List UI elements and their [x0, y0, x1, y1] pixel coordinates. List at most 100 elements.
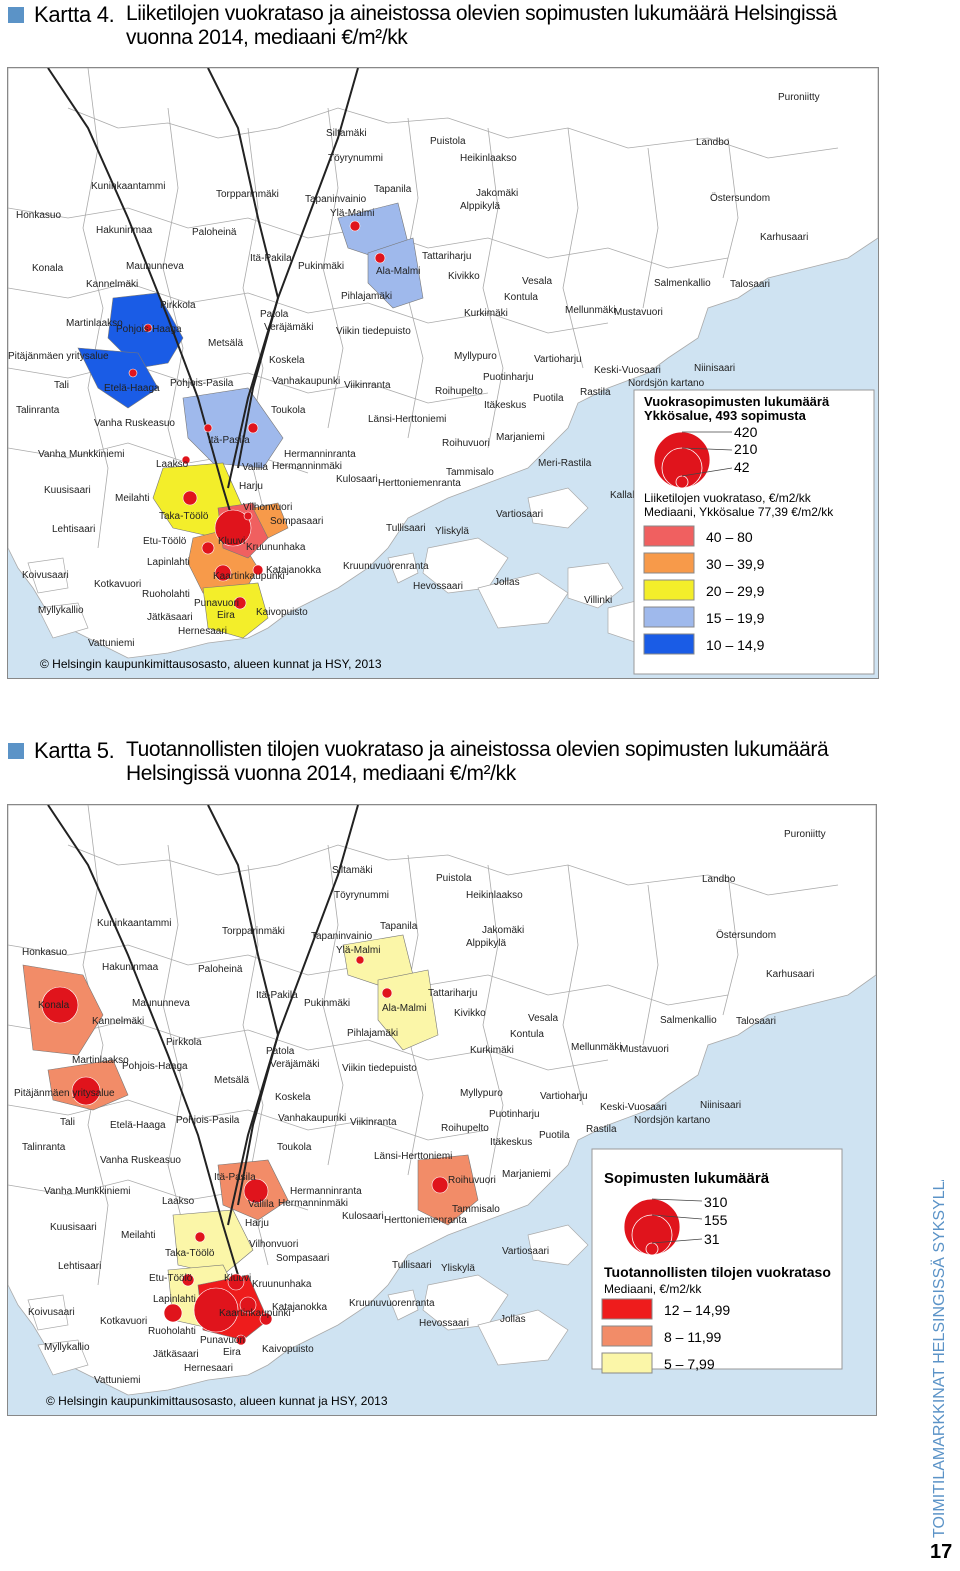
- place-label: Tapaninvainio: [305, 194, 367, 205]
- legend-color-title: Liiketilojen vuokrataso, €/m2/kk: [644, 491, 812, 505]
- legend-class-label: 40 – 80: [706, 529, 753, 545]
- place-label: Pukinmäki: [304, 998, 350, 1009]
- place-label: Tullisaari: [386, 523, 426, 534]
- place-label: Niinisaari: [700, 1100, 741, 1111]
- place-label: Veräjämäki: [264, 322, 313, 333]
- place-label: Viikinranta: [344, 380, 391, 391]
- place-label: Tali: [54, 380, 69, 391]
- place-label: Punavuori: [200, 1335, 245, 1346]
- place-label: Östersundom: [710, 192, 770, 204]
- legend-class-swatch: [601, 1352, 653, 1374]
- place-label: Jätkäsaari: [153, 1349, 199, 1360]
- place-label: Ruoholahti: [142, 589, 190, 600]
- place-label: Pukinmäki: [298, 261, 344, 272]
- place-label: Sompasaari: [276, 1253, 329, 1264]
- place-label: Roihupelto: [435, 386, 483, 397]
- place-label: Pirkkola: [166, 1037, 202, 1048]
- map5-points: [41, 955, 449, 1346]
- place-label: Villinki: [584, 595, 612, 606]
- place-label: Lapinlahti: [153, 1294, 196, 1305]
- place-label: Hermanninmäki: [278, 1198, 348, 1209]
- place-label: Kruununhaka: [246, 542, 306, 553]
- place-label: Talosaari: [730, 279, 770, 290]
- legend-class-label: 5 – 7,99: [664, 1356, 715, 1372]
- legend-size-title: Sopimusten lukumäärä: [604, 1170, 770, 1187]
- legend-size-value-2: 155: [704, 1212, 728, 1228]
- place-label: Kluuvi: [218, 536, 245, 547]
- place-label: Vartioharju: [534, 354, 582, 365]
- legend-size-title: Vuokrasopimusten lukumäärä: [644, 394, 830, 409]
- place-label: Kotkavuori: [100, 1316, 147, 1327]
- place-label: Etelä-Haaga: [104, 383, 160, 394]
- place-label: Viikin tiedepuisto: [342, 1063, 417, 1074]
- place-label: Keski-Vuosaari: [594, 365, 661, 376]
- place-label: Kuninkaantammi: [91, 181, 165, 192]
- place-label: Meri-Rastila: [538, 458, 592, 469]
- place-label: Martinlaakso: [66, 318, 123, 329]
- place-label: Hermanninmäki: [272, 461, 342, 472]
- legend-size-value-3: 42: [734, 459, 750, 475]
- place-label: Pohjois-Pasila: [170, 378, 234, 389]
- place-label: Kontula: [504, 292, 538, 303]
- place-label: Kurkimäki: [464, 308, 508, 319]
- place-label: Jakomäki: [476, 188, 518, 199]
- place-label: Kotkavuori: [94, 579, 141, 590]
- legend-color-classes: 40 – 80 30 – 39,9 20 – 29,9 15 – 19,9 10 – 1…: [643, 525, 765, 655]
- place-label: Marjaniemi: [496, 432, 545, 443]
- place-label: Kaartinkaupunki: [219, 1308, 291, 1319]
- place-label: Lapinlahti: [147, 557, 190, 568]
- place-label: Töyrynummi: [334, 890, 389, 901]
- place-label: Itä-Pakila: [256, 990, 298, 1001]
- legend-class-label: 20 – 29,9: [706, 583, 765, 599]
- place-label: Puotila: [539, 1130, 570, 1141]
- place-label: Toukola: [277, 1142, 312, 1153]
- area-punavuori: [202, 582, 269, 639]
- legend-class-label: 10 – 14,9: [706, 637, 765, 653]
- place-label: Vilhonvuori: [243, 502, 292, 513]
- place-label: Taka-Töölö: [165, 1248, 215, 1259]
- place-label: Puotila: [533, 393, 564, 404]
- place-label: Lehtisaari: [52, 524, 95, 535]
- place-label: Ylä-Malmi: [330, 208, 374, 219]
- place-label: Vilhonvuori: [249, 1239, 298, 1250]
- place-label: Kurkimäki: [470, 1045, 514, 1056]
- place-label: Tammisalo: [452, 1204, 500, 1215]
- place-label: Laakso: [156, 459, 189, 470]
- place-label: Koskela: [275, 1092, 311, 1103]
- place-label: Ala-Malmi: [376, 266, 420, 277]
- place-label: Talinranta: [16, 405, 60, 416]
- legend-class-label: 12 – 14,99: [664, 1302, 730, 1318]
- legend-size-circles: [623, 1198, 681, 1256]
- page-number: 17: [930, 1541, 953, 1563]
- place-label: Hakuninmaa: [102, 962, 159, 973]
- place-label: Kannelmäki: [92, 1016, 144, 1027]
- place-label: Vartioharju: [540, 1091, 588, 1102]
- side-running-title-text: TOIMITILAMARKKINAT HELSINGISSÄ SYKSYLLÄ …: [930, 1180, 948, 1538]
- place-label: Jakomäki: [482, 925, 524, 936]
- map5-title: Tuotannollisten tilojen vuokrataso ja ai…: [126, 738, 846, 786]
- place-label: Kuusisaari: [50, 1222, 97, 1233]
- place-label: Toukola: [271, 405, 306, 416]
- place-label: Etu-Töölö: [143, 536, 187, 547]
- place-label: Puroniitty: [778, 92, 820, 103]
- place-label: Pitäjänmäen yritysalue: [14, 1088, 115, 1099]
- place-label: Vartiosaari: [496, 509, 543, 520]
- place-label: Länsi-Herttoniemi: [368, 414, 446, 425]
- place-label: Rastila: [580, 387, 611, 398]
- area-sompasaari: [252, 502, 289, 539]
- place-label: Kruunuvuorenranta: [343, 561, 429, 572]
- place-label: Landbo: [696, 137, 730, 148]
- place-label: Paloheinä: [198, 964, 243, 975]
- legend-color-subtitle: Mediaani, €/m2/kk: [604, 1282, 702, 1296]
- place-label: Vesala: [528, 1013, 558, 1024]
- place-label: Vanha Ruskeasuo: [94, 418, 175, 429]
- place-label: Patola: [266, 1046, 295, 1057]
- place-label: Kontula: [510, 1029, 544, 1040]
- place-label: Hernesaari: [178, 626, 227, 637]
- legend-color-classes: 12 – 14,99 8 – 11,99 5 – 7,99: [601, 1298, 730, 1374]
- place-label: Länsi-Herttoniemi: [374, 1151, 452, 1162]
- legend-class-swatch: [643, 579, 695, 601]
- area-alamalmi: [377, 969, 439, 1051]
- railways: [47, 805, 359, 1276]
- place-label: Hermanninranta: [290, 1186, 362, 1197]
